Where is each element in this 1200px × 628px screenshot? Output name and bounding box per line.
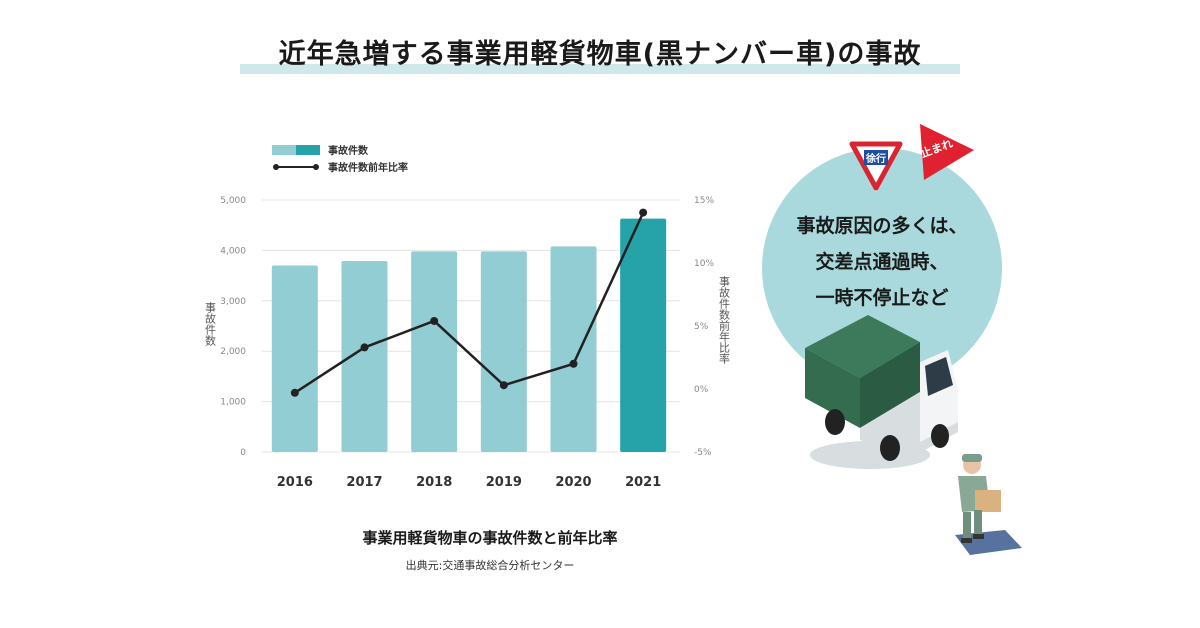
chart-source: 出典元:交通事故総合分析センター <box>405 559 575 572</box>
callout-text: 事故原因の多くは、 交差点通過時、 一時不停止など <box>762 208 1002 316</box>
ratio-point <box>499 381 508 390</box>
legend-line-point <box>313 164 319 170</box>
yield-sign-icon: 徐行 <box>848 141 904 192</box>
y-tick-label: 3,000 <box>220 297 246 307</box>
y-tick-label: 4,000 <box>220 246 246 256</box>
bar <box>620 218 667 452</box>
y2-tick-label: 0% <box>694 385 709 395</box>
x-tick-label: 2018 <box>416 475 452 490</box>
y-axis-label: 事故件数 <box>204 302 217 347</box>
ratio-point <box>569 359 578 368</box>
y2-tick-label: -5% <box>694 448 712 458</box>
page-title: 近年急増する事業用軽貨物車(黒ナンバー車)の事故 <box>278 39 922 70</box>
legend-swatch-bar-highlight <box>296 145 320 155</box>
chart-caption: 事業用軽貨物車の事故件数と前年比率 <box>362 529 618 547</box>
x-tick-label: 2017 <box>346 475 382 490</box>
callout-line-3: 一時不停止など <box>815 287 949 309</box>
y2-tick-label: 10% <box>694 259 714 269</box>
legend-label-line: 事故件数前年比率 <box>328 161 408 174</box>
yield-sign-label: 徐行 <box>865 152 886 165</box>
y-tick-label: 2,000 <box>220 347 246 357</box>
x-tick-label: 2021 <box>625 475 661 490</box>
y-tick-label: 0 <box>240 448 246 458</box>
ratio-line <box>294 212 645 394</box>
delivery-worker-icon <box>955 454 1022 555</box>
ratio-point <box>290 388 299 397</box>
y2-axis-label: 事故件数前年比率 <box>718 276 731 365</box>
legend-label-bar: 事故件数 <box>328 144 369 157</box>
legend-swatch-bar <box>272 145 296 155</box>
y-tick-label: 5,000 <box>220 196 246 206</box>
combo-chart: 0 1,000 2,000 3,000 4,000 5,000 -5% 0% 5% 10% 15% 事… <box>204 144 731 490</box>
bar <box>550 246 597 452</box>
truck-icon <box>805 315 958 469</box>
y2-tick-label: 15% <box>694 196 714 206</box>
x-tick-label: 2016 <box>277 475 313 490</box>
x-tick-label: 2020 <box>555 475 591 490</box>
legend-line-point <box>273 164 279 170</box>
bar <box>480 251 527 452</box>
illustration: 徐行 止まれ <box>805 124 1022 555</box>
ratio-point <box>430 316 439 325</box>
bar <box>411 251 458 452</box>
bar <box>271 265 318 452</box>
bar <box>341 260 388 452</box>
ratio-point <box>360 343 369 352</box>
y-tick-label: 1,000 <box>220 398 246 408</box>
ratio-point <box>639 208 648 217</box>
title-underline <box>240 64 960 74</box>
callout-line-1: 事故原因の多くは、 <box>796 215 968 237</box>
x-tick-label: 2019 <box>486 475 522 490</box>
callout-line-2: 交差点通過時、 <box>815 251 949 273</box>
stop-sign-icon: 止まれ <box>919 124 974 180</box>
y2-tick-label: 5% <box>694 322 709 332</box>
